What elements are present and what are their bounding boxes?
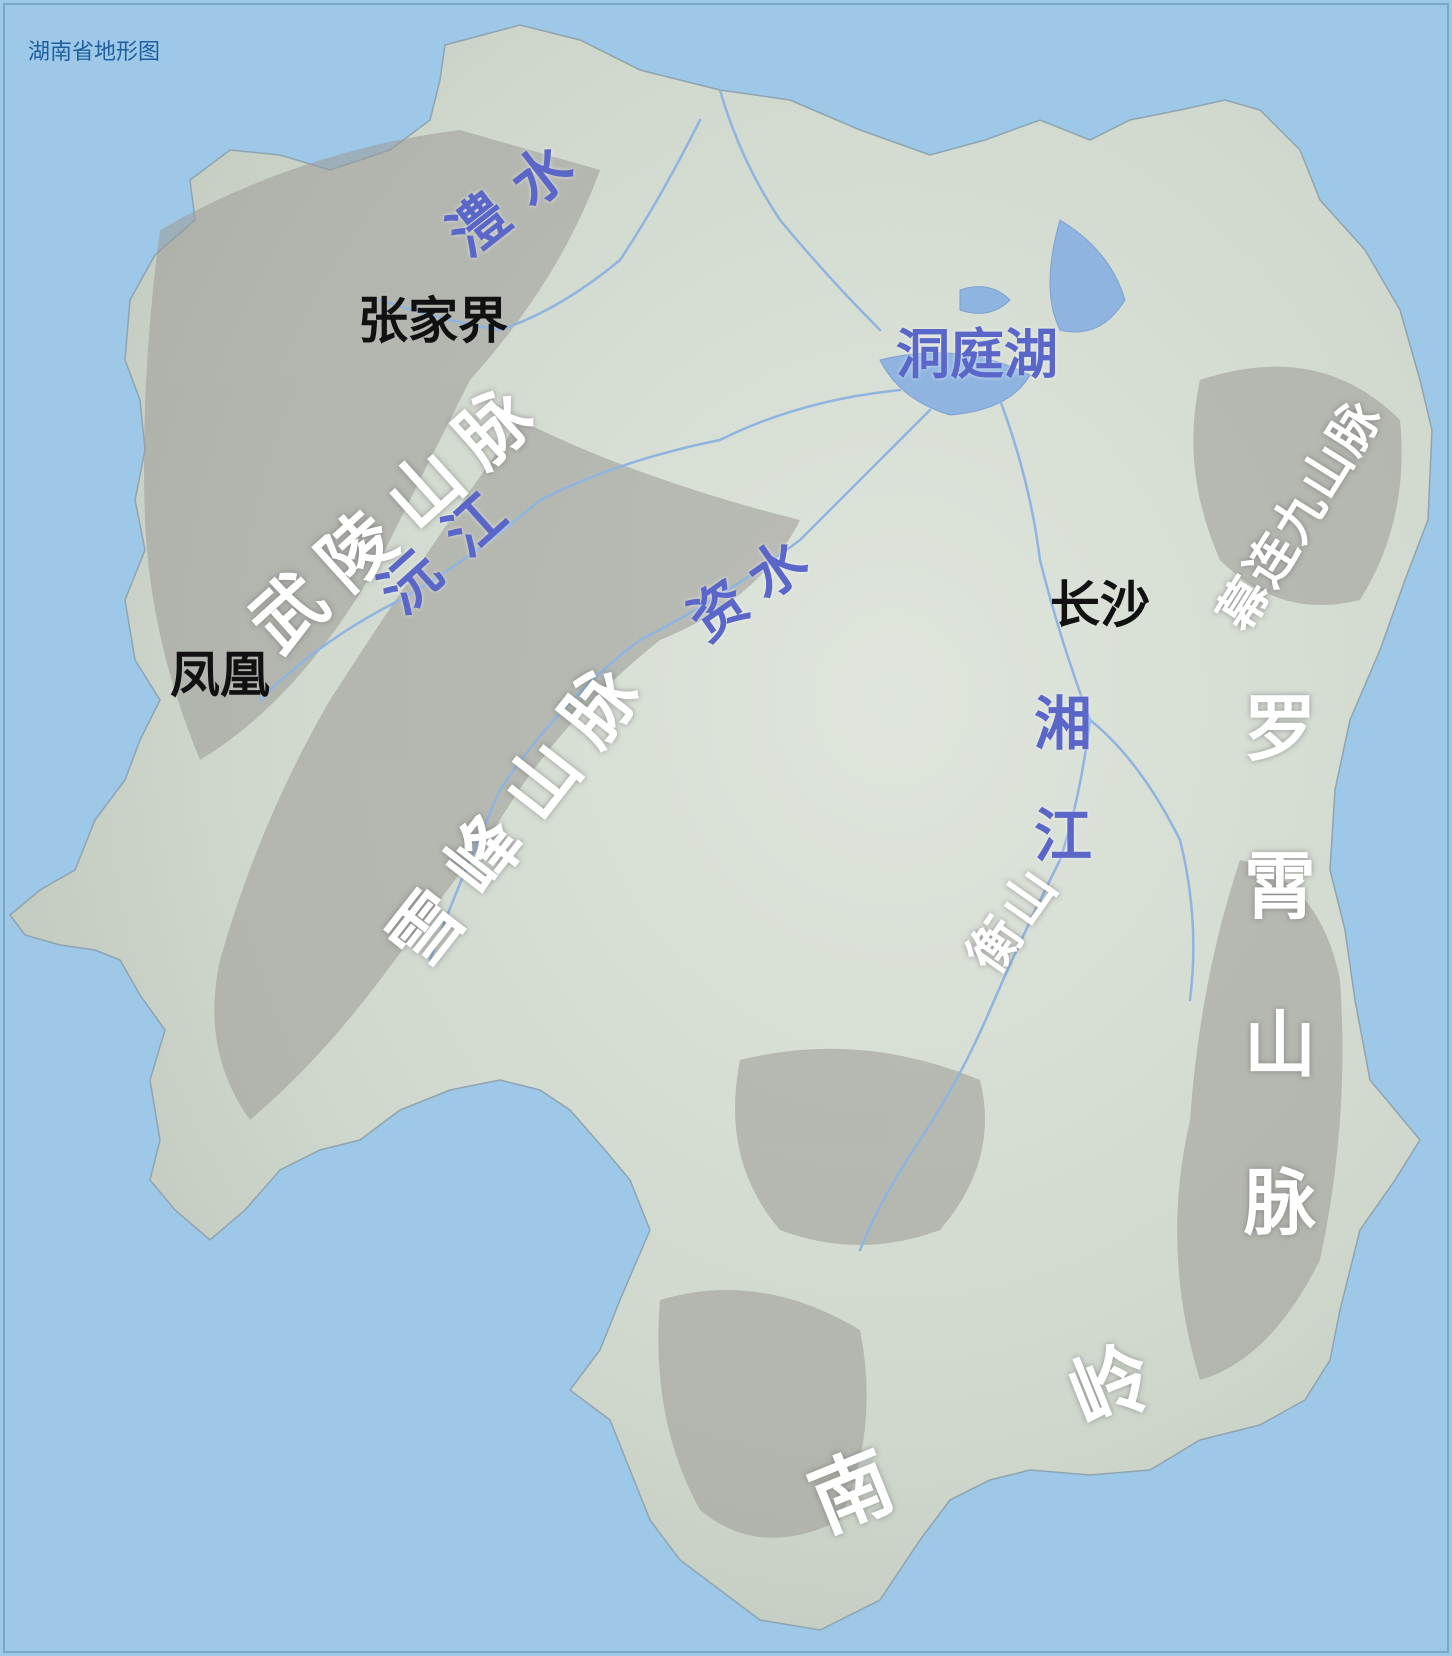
river-xiangjiang <box>858 398 1092 1252</box>
river-network <box>258 88 1195 1252</box>
city-label-fenghuang: 凤凰 <box>170 646 270 704</box>
river-label-xiangjiang: 湘江 <box>1033 690 1092 870</box>
city-label-zhangjiajie: 张家界 <box>358 292 508 350</box>
map-frame <box>3 3 1449 1653</box>
map-title: 湖南省地形图 <box>28 40 161 65</box>
river-yuanjiang <box>258 388 902 702</box>
mountain-label-luoxiao: 罗霄山脉 <box>1243 687 1316 1245</box>
lake-dongting <box>879 219 1126 416</box>
river-zishui <box>428 408 932 962</box>
lake-label-dongting: 洞庭湖 <box>896 323 1058 386</box>
mountain-relief <box>144 130 1402 1538</box>
city-label-changsha: 长沙 <box>1050 576 1150 634</box>
river-lishui <box>378 118 702 332</box>
